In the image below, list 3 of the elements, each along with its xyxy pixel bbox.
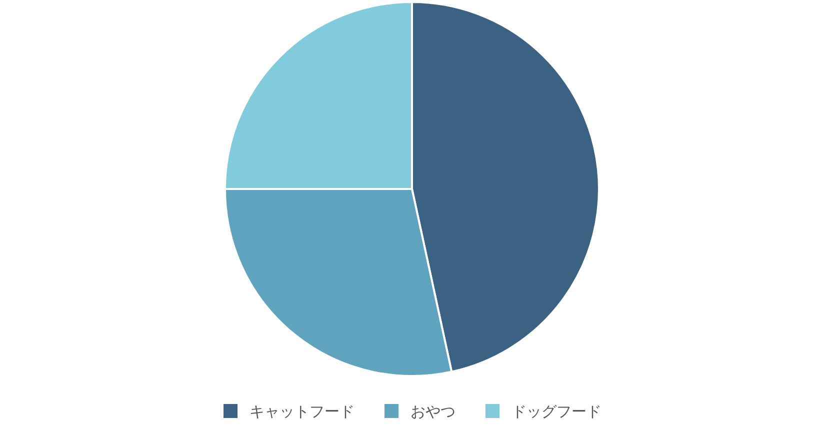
legend-label: キャットフード <box>250 402 354 420</box>
legend-label: おやつ <box>410 402 456 420</box>
legend-label: ドッグフード <box>512 402 602 420</box>
